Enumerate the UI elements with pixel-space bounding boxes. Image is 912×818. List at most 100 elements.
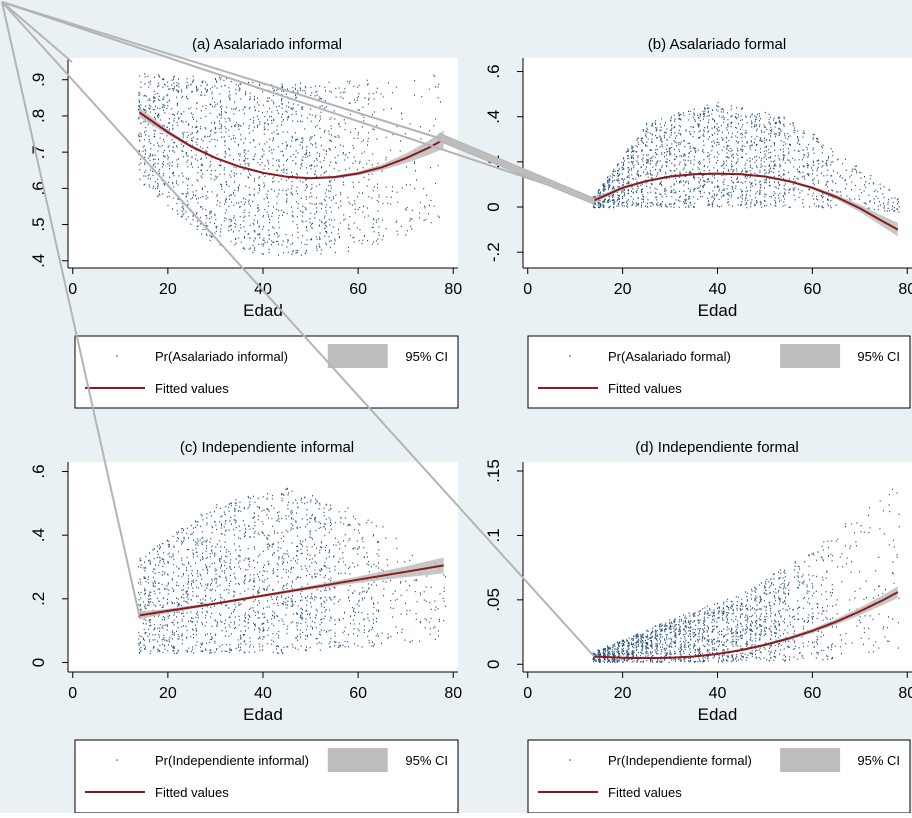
data-point <box>674 121 675 122</box>
data-point <box>738 141 739 142</box>
data-point <box>138 134 139 135</box>
data-point <box>240 530 241 531</box>
data-point <box>140 643 141 644</box>
data-point <box>797 138 798 139</box>
data-point <box>192 621 193 622</box>
data-point <box>372 153 373 154</box>
data-point <box>250 142 251 143</box>
data-point <box>169 544 170 545</box>
data-point <box>221 597 222 598</box>
data-point <box>186 533 187 534</box>
data-point <box>271 244 272 245</box>
data-point <box>742 191 743 192</box>
data-point <box>283 252 284 253</box>
data-point <box>652 177 653 178</box>
data-point <box>889 210 890 211</box>
data-point <box>231 126 232 127</box>
data-point <box>754 205 755 206</box>
data-point <box>708 178 709 179</box>
data-point <box>759 157 760 158</box>
data-point <box>158 184 159 185</box>
data-point <box>148 124 149 125</box>
data-point <box>659 136 660 137</box>
data-point <box>245 626 246 627</box>
data-point <box>731 192 732 193</box>
data-point <box>165 156 166 157</box>
data-point <box>693 177 694 178</box>
x-tick-label: 20 <box>614 281 632 298</box>
data-point <box>221 533 222 534</box>
data-point <box>690 111 691 112</box>
data-point <box>324 216 325 217</box>
data-point <box>193 550 194 551</box>
data-point <box>253 117 254 118</box>
data-point <box>172 162 173 163</box>
data-point <box>293 216 294 217</box>
data-point <box>215 578 216 579</box>
data-point <box>145 106 146 107</box>
data-point <box>269 97 270 98</box>
data-point <box>301 107 302 108</box>
data-point <box>373 227 374 228</box>
data-point <box>817 175 818 176</box>
data-point <box>239 87 240 88</box>
data-point <box>212 106 213 107</box>
data-point <box>216 581 217 582</box>
data-point <box>374 186 375 187</box>
data-point <box>330 207 331 208</box>
data-point <box>383 235 384 236</box>
data-point <box>196 580 197 581</box>
data-point <box>790 123 791 124</box>
data-point <box>680 180 681 181</box>
legend-ci-label: 95% CI <box>405 349 448 364</box>
data-point <box>162 558 163 559</box>
data-point <box>178 551 179 552</box>
data-point <box>338 229 339 230</box>
data-point <box>177 606 178 607</box>
data-point <box>279 235 280 236</box>
data-point <box>224 526 225 527</box>
data-point <box>779 166 780 167</box>
data-point <box>745 204 746 205</box>
data-point <box>623 165 624 166</box>
data-point <box>336 162 337 163</box>
data-point <box>647 171 648 172</box>
data-point <box>694 177 695 178</box>
data-point <box>666 155 667 156</box>
data-point <box>856 170 857 171</box>
data-point <box>610 201 611 202</box>
data-point <box>302 206 303 207</box>
data-point <box>306 187 307 188</box>
data-point <box>226 568 227 569</box>
data-point <box>139 594 140 595</box>
data-point <box>626 183 627 184</box>
data-point <box>221 113 222 114</box>
data-point <box>632 163 633 164</box>
data-point <box>187 612 188 613</box>
data-point <box>665 193 666 194</box>
data-point <box>747 142 748 143</box>
data-point <box>222 644 223 645</box>
data-point <box>224 80 225 81</box>
data-point <box>219 174 220 175</box>
data-point <box>759 140 760 141</box>
data-point <box>178 158 179 159</box>
data-point <box>887 211 888 212</box>
data-point <box>228 148 229 149</box>
data-point <box>306 150 307 151</box>
data-point <box>732 155 733 156</box>
data-point <box>609 178 610 179</box>
data-point <box>612 180 613 181</box>
data-point <box>764 157 765 158</box>
data-point <box>154 97 155 98</box>
data-point <box>760 184 761 185</box>
data-point <box>178 638 179 639</box>
data-point <box>693 164 694 165</box>
data-point <box>789 160 790 161</box>
data-point <box>271 100 272 101</box>
data-point <box>598 205 599 206</box>
data-point <box>698 137 699 138</box>
data-point <box>262 149 263 150</box>
data-point <box>880 184 881 185</box>
data-point <box>764 161 765 162</box>
